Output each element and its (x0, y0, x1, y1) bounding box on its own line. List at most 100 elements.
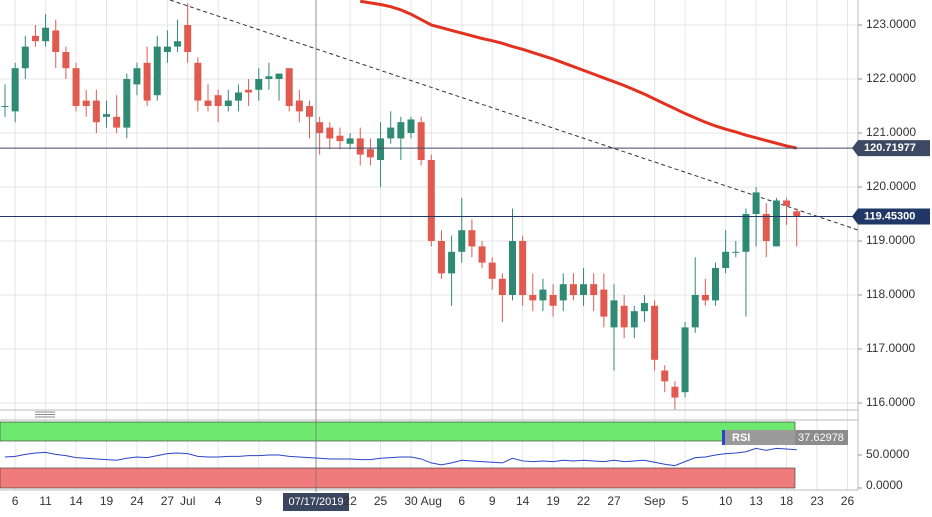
candle-body (559, 284, 567, 301)
candle-body (417, 122, 425, 160)
candle-body (82, 100, 90, 106)
candle-body (275, 73, 283, 79)
candle-body (569, 284, 577, 295)
candle-body (448, 251, 456, 274)
candle-body (509, 240, 516, 295)
candle-body (285, 68, 293, 106)
candle-body (234, 92, 242, 101)
x-tick-label: 22 (343, 494, 357, 508)
candle-body (214, 95, 222, 106)
x-tick-label: 27 (161, 494, 175, 508)
candle-body (752, 192, 760, 214)
candle-body (11, 68, 19, 112)
x-tick-label: Jul (180, 494, 195, 508)
candle-body (31, 35, 39, 42)
x-tick-label: 19 (100, 494, 114, 508)
candle-body (772, 200, 780, 247)
candle-body (539, 289, 547, 301)
candle-body (742, 213, 750, 252)
x-tick-label: 14 (516, 494, 530, 508)
x-tick-label: 5 (682, 494, 689, 508)
rsi-marker (722, 430, 725, 445)
x-tick-label: 9 (489, 494, 496, 508)
grid (0, 0, 858, 490)
y-tick-label: 118.0000 (866, 287, 915, 301)
candle-body (590, 284, 598, 295)
x-tick-label: 27 (607, 494, 621, 508)
oversold-band (0, 467, 796, 489)
candle-body (468, 230, 476, 247)
candle-body (580, 284, 588, 295)
panel-handle[interactable] (35, 411, 55, 418)
x-tick-label: 30 (404, 494, 418, 508)
candle-body (265, 76, 273, 79)
x-tick-label: Aug (421, 494, 442, 508)
y-tick-label: 117.0000 (866, 341, 915, 355)
y-tick-label: 116.0000 (866, 395, 915, 409)
candle-body (610, 300, 618, 328)
candle-body (640, 303, 648, 312)
candle-body (437, 240, 445, 274)
price-label: 119.45300 (864, 210, 915, 222)
candle-body (92, 100, 100, 123)
crosshair-label: 07/17/2019 (288, 496, 343, 508)
candle-body (701, 294, 709, 301)
y-tick-label: 122.0000 (866, 71, 916, 85)
candle-body (245, 89, 253, 93)
x-tick-label: 11 (39, 494, 52, 508)
x-tick-label: 6 (458, 494, 465, 508)
candle-body (620, 305, 628, 328)
x-tick-label: 22 (577, 494, 591, 508)
candle-body (407, 119, 415, 133)
candle-body (194, 62, 202, 101)
candle-body (783, 200, 791, 206)
trend-line (169, 0, 859, 231)
moving-average (360, 0, 798, 150)
candle-body (133, 68, 141, 85)
price-label-box (852, 140, 930, 157)
candle-body (519, 240, 527, 295)
candle-body (549, 294, 557, 306)
price-label: 120.71977 (864, 142, 916, 154)
x-tick-label: 4 (215, 494, 222, 508)
candle-body (113, 116, 121, 128)
candle-body (1, 105, 9, 107)
x-tick-label: 6 (12, 494, 19, 508)
overlay: 120.71977 119.45300 (0, 140, 930, 225)
y-tick-label: 123.0000 (866, 17, 916, 31)
x-tick-label: Sep (644, 494, 666, 508)
y-tick-label: 120.0000 (866, 179, 916, 193)
plot (1, 0, 801, 410)
x-tick-label: 24 (130, 494, 144, 508)
candle-body (72, 68, 80, 106)
candle-body (52, 30, 60, 52)
x-tick-label: 19 (546, 494, 560, 508)
candle-body (42, 27, 50, 42)
candle-body (295, 100, 303, 112)
rsi-line (4, 447, 797, 467)
candle-body (458, 230, 466, 252)
rsi-value: 37.62978 (798, 432, 844, 444)
overbought-band (0, 421, 796, 442)
candle-body (793, 211, 801, 217)
candle-body (143, 62, 151, 101)
candle-body (661, 370, 669, 382)
candle-body (174, 41, 182, 47)
candle-body (366, 149, 374, 158)
candle-body (153, 46, 161, 96)
candle-body (722, 251, 730, 268)
candle-body (336, 135, 344, 142)
candle-body (498, 278, 506, 295)
rsi-value-box (795, 430, 848, 445)
candle-body (255, 78, 263, 90)
candle-body (600, 289, 608, 317)
candle-body (204, 100, 212, 106)
candle-body (630, 311, 638, 328)
x-tick-label: 9 (255, 494, 262, 508)
candle-body (326, 127, 334, 139)
candle-body (478, 246, 486, 263)
candle-body (224, 100, 232, 106)
x-tick-label: 26 (841, 494, 855, 508)
price-label-box (852, 208, 930, 225)
